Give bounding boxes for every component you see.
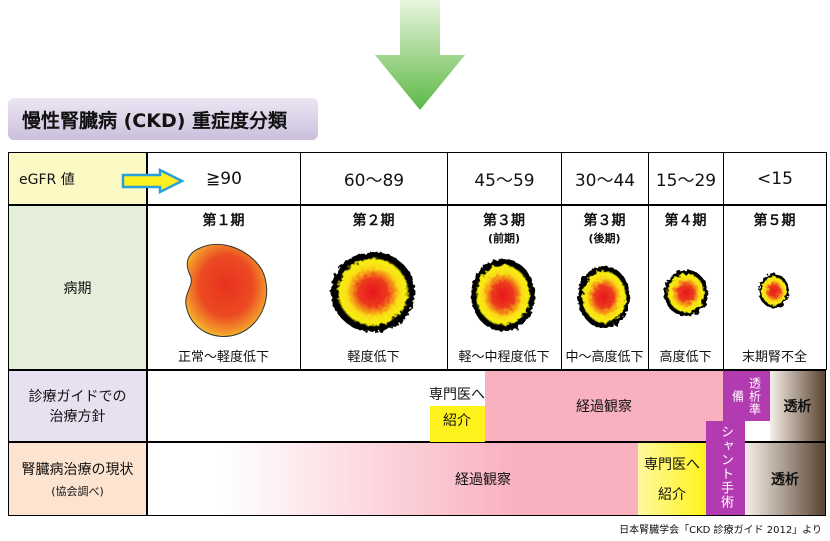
kidney: [185, 243, 268, 337]
label-line: 診療ガイドでの: [28, 389, 127, 405]
stage-name: 第５期: [753, 213, 796, 229]
stage-desc: 中～高度低下: [565, 349, 644, 365]
stage-desc: 末期腎不全: [741, 349, 807, 365]
referral-box: [430, 406, 485, 442]
referral: 専門医へ 紹介: [418, 384, 496, 430]
prep-text: 透析準備: [730, 376, 762, 416]
stage-desc: 軽度低下: [347, 349, 400, 365]
observation: 経過観察: [148, 443, 638, 515]
label-line: 治療方針: [49, 409, 106, 425]
egfr-value: 30～44: [561, 152, 649, 205]
stage-name: 第２期: [352, 213, 395, 229]
referral-line: 紹介: [443, 413, 471, 429]
stage-note: (後期): [588, 232, 621, 245]
label-line: 腎臓病治療の現状: [21, 462, 134, 478]
dialysis-prep: 透析準備: [723, 371, 770, 421]
kidneys: [331, 252, 789, 332]
egfr-value: 15～29: [648, 152, 724, 205]
referral: 専門医へ 紹介: [638, 443, 706, 515]
guide-label: 診療ガイドでの 治療方針: [8, 370, 147, 442]
egfr-value: 60～89: [300, 152, 448, 205]
stage-desc: 軽～中程度低下: [458, 349, 550, 365]
shunt-text: シャント手術: [718, 425, 733, 509]
stage-desc: 正常～軽度低下: [177, 349, 269, 365]
stage-label: 病期: [8, 205, 147, 370]
stage-name: 第４期: [664, 213, 707, 229]
title: 慢性腎臓病 (CKD) 重症度分類: [8, 98, 318, 140]
shunt: シャント手術: [706, 421, 745, 515]
label-note: (協会調べ): [51, 485, 104, 498]
stage-name: 第３期: [483, 213, 525, 229]
observation: 経過観察: [485, 371, 723, 441]
referral-line: 紹介: [658, 487, 686, 503]
egfr-value: <15: [723, 152, 827, 205]
current-label: 腎臓病治療の現状 (協会調べ): [8, 442, 147, 516]
stage-name: 第１期: [202, 213, 245, 229]
stage-cell: [723, 205, 827, 370]
stage-name: 第３期: [583, 213, 626, 229]
dialysis: 透析: [745, 443, 825, 515]
down-arrow: [375, 0, 465, 110]
egfr-value: 45～59: [447, 152, 562, 205]
dialysis: 透析: [770, 371, 825, 441]
stage-note: (前期): [487, 232, 521, 245]
source: 日本腎臓学会「CKD 診療ガイド 2012」より: [619, 525, 822, 536]
stage-desc: 高度低下: [659, 349, 712, 365]
current-row: [147, 442, 826, 516]
referral-line: 専門医へ: [644, 457, 700, 473]
referral-line: 専門医へ: [429, 387, 485, 403]
egfr-arrow: [121, 168, 185, 194]
